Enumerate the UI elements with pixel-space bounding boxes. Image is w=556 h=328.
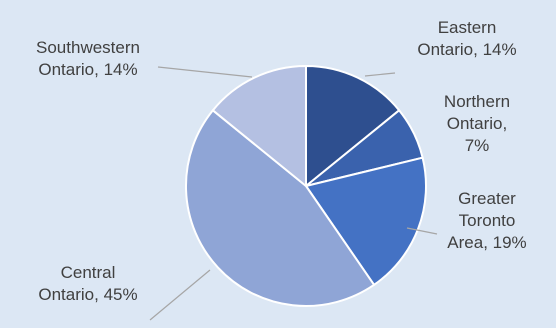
leader-lines-layer [149, 66, 438, 321]
data-label-line: Ontario, 14% [38, 60, 137, 79]
data-label-line: Toronto [459, 211, 516, 230]
data-label-line: 7% [465, 136, 490, 155]
pie-slice-central-ontario [184, 108, 376, 308]
data-label-line: Area, 19% [447, 233, 526, 252]
leader-line-greater-toronto-area [406, 227, 438, 235]
leader-line-eastern-ontario [364, 72, 396, 77]
data-label-greater-toronto-area: Greater Toronto Area, 19% [447, 189, 526, 252]
pie-slice-greater-toronto-area [304, 156, 427, 287]
data-label-line: Ontario, 14% [417, 40, 516, 59]
data-label-line: Northern [444, 92, 510, 111]
data-label-line: Ontario, 45% [38, 285, 137, 304]
data-label-northern-ontario: Northern Ontario, 7% [444, 92, 510, 155]
data-label-line: Ontario, [447, 114, 507, 133]
data-label-line: Eastern [438, 18, 497, 37]
leader-line-central-ontario [149, 269, 211, 321]
data-label-line: Southwestern [36, 38, 140, 57]
pie-slice-eastern-ontario [305, 64, 401, 189]
data-label-eastern-ontario: Eastern Ontario, 14% [417, 18, 516, 59]
slices-layer [184, 64, 427, 308]
data-label-southwestern-ontario: Southwestern Ontario, 14% [36, 38, 140, 79]
leader-line-southwestern-ontario [157, 66, 253, 78]
labels-layer: Eastern Ontario, 14% Northern Ontario, 7% Gre… [36, 18, 527, 304]
data-label-central-ontario: Central Ontario, 45% [38, 263, 137, 304]
pie-slice-southwestern-ontario [211, 64, 307, 189]
data-label-line: Central [61, 263, 116, 282]
data-label-line: Greater [458, 189, 516, 208]
